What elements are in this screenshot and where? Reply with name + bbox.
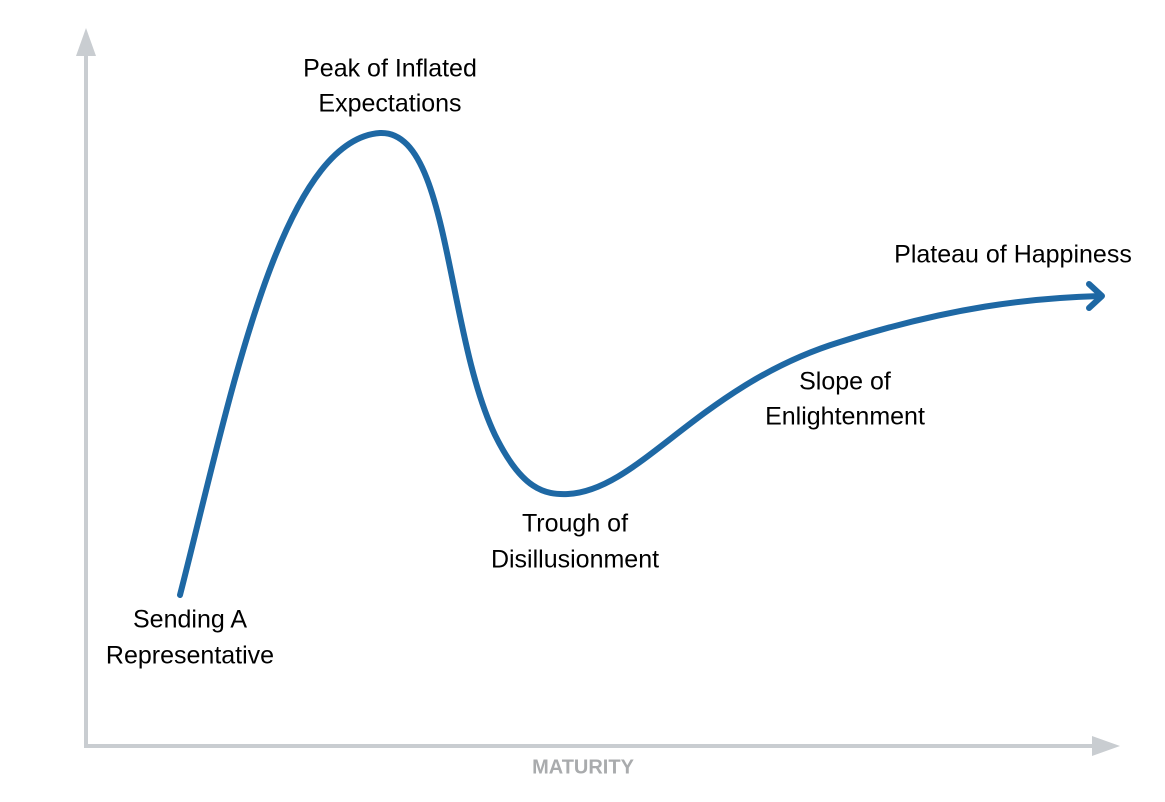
phase-label: Disillusionment [491,546,659,574]
x-axis-arrow [1092,736,1120,756]
curve-arrow [1086,281,1105,311]
phase-label: Peak of Inflated [303,55,477,83]
phase-label: Representative [106,642,274,670]
phase-label: Expectations [318,90,461,118]
phase-label: Trough of [522,510,628,538]
y-axis-arrow [76,28,96,56]
phase-label: Slope of [799,368,891,396]
phase-label: Enlightenment [765,403,925,431]
phase-label: Plateau of Happiness [894,241,1132,269]
x-axis-label: MATURITY [532,756,634,778]
phase-label: Sending A [133,606,247,634]
hype-curve [177,129,1103,598]
